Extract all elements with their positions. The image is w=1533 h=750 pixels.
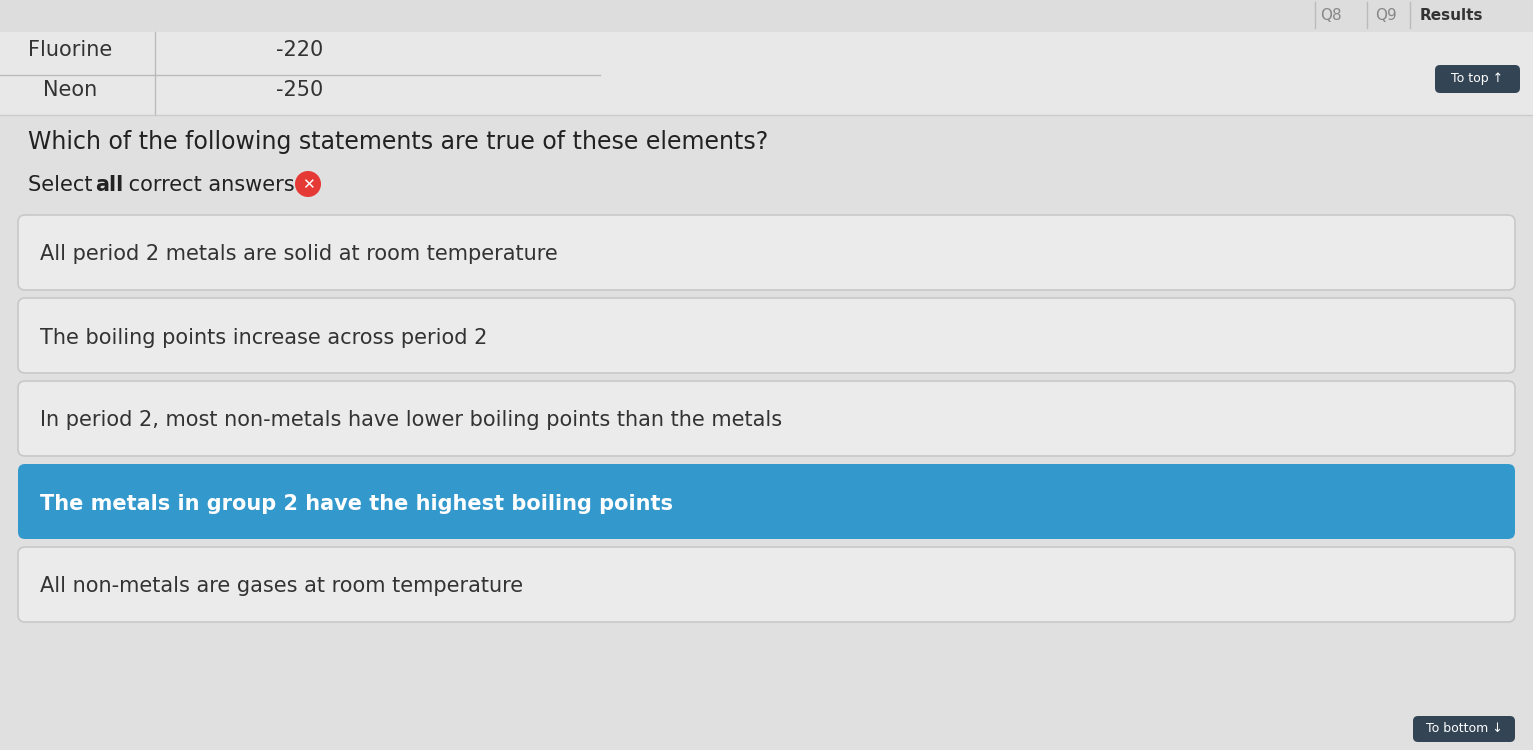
FancyBboxPatch shape — [1413, 716, 1515, 742]
Text: The metals in group 2 have the highest boiling points: The metals in group 2 have the highest b… — [40, 494, 673, 514]
Text: correct answers: correct answers — [123, 175, 294, 195]
FancyBboxPatch shape — [1435, 65, 1521, 93]
Text: Select: Select — [28, 175, 100, 195]
FancyBboxPatch shape — [18, 215, 1515, 290]
Text: all: all — [95, 175, 123, 195]
Text: -220: -220 — [276, 40, 323, 60]
Text: All non-metals are gases at room temperature: All non-metals are gases at room tempera… — [40, 577, 523, 596]
Text: ✕: ✕ — [302, 178, 314, 193]
FancyBboxPatch shape — [18, 298, 1515, 373]
Text: To top ↑: To top ↑ — [1450, 72, 1502, 85]
Bar — [0, 0, 1533, 115]
Text: The boiling points increase across period 2: The boiling points increase across perio… — [40, 328, 487, 347]
Bar — [0, 0, 1533, 32]
Text: Fluorine: Fluorine — [28, 40, 112, 60]
FancyBboxPatch shape — [18, 464, 1515, 539]
Circle shape — [294, 171, 320, 197]
Text: Which of the following statements are true of these elements?: Which of the following statements are tr… — [28, 130, 768, 154]
Text: To bottom ↓: To bottom ↓ — [1426, 722, 1502, 735]
Text: Q8: Q8 — [1320, 8, 1341, 23]
FancyBboxPatch shape — [18, 547, 1515, 622]
Text: Neon: Neon — [43, 80, 97, 100]
Text: In period 2, most non-metals have lower boiling points than the metals: In period 2, most non-metals have lower … — [40, 410, 782, 430]
Text: Q9: Q9 — [1375, 8, 1397, 23]
FancyBboxPatch shape — [18, 381, 1515, 456]
Text: Results: Results — [1420, 8, 1484, 23]
Text: All period 2 metals are solid at room temperature: All period 2 metals are solid at room te… — [40, 244, 558, 265]
Text: -250: -250 — [276, 80, 323, 100]
Bar — [0, 115, 1533, 750]
